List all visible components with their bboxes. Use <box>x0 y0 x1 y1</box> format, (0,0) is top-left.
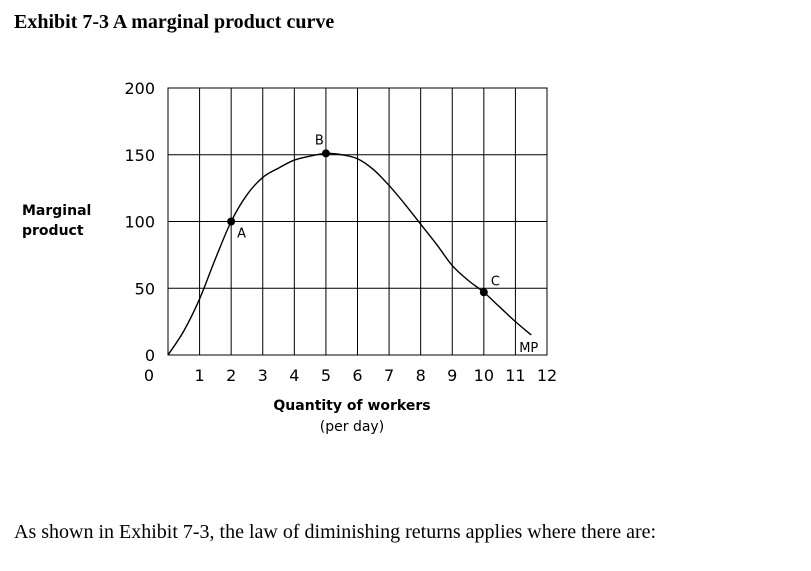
mp-curve <box>167 152 532 356</box>
x-tick-label: 7 <box>384 366 394 385</box>
point-marker-a <box>227 217 236 226</box>
y-tick-label: 150 <box>124 146 155 165</box>
x-tick-label: 3 <box>258 366 268 385</box>
x-axis-title: Quantity of workers <box>273 398 430 414</box>
x-tick-label: 0 <box>144 366 154 385</box>
point-marker-c <box>479 288 488 297</box>
x-tick-label: 9 <box>447 366 457 385</box>
x-tick-label: 8 <box>416 366 426 385</box>
question-text: As shown in Exhibit 7-3, the law of dimi… <box>14 521 657 543</box>
y-tick-label: 50 <box>135 279 155 298</box>
point-label-b: B <box>315 133 324 148</box>
y-tick-label: 100 <box>124 213 155 232</box>
y-axis-title-line1: Marginal <box>22 203 91 219</box>
x-tick-label: 4 <box>289 366 299 385</box>
series-label-mp: MP <box>519 341 538 356</box>
x-tick-label: 10 <box>474 366 494 385</box>
x-tick-label: 11 <box>505 366 525 385</box>
x-tick-labels: 0 1 2 3 4 5 6 7 8 9 10 11 12 <box>144 366 557 385</box>
x-tick-label: 6 <box>352 366 362 385</box>
point-markers: A B C <box>227 133 500 297</box>
exhibit-title: Exhibit 7-3 A marginal product curve <box>14 11 335 33</box>
y-axis-title-line2: product <box>22 223 84 239</box>
x-tick-label: 1 <box>194 366 204 385</box>
point-label-c: C <box>491 274 500 289</box>
grid-lines <box>168 88 547 355</box>
point-marker-b <box>321 149 330 158</box>
y-tick-label: 200 <box>124 79 155 98</box>
point-label-a: A <box>237 227 246 242</box>
x-tick-label: 12 <box>537 366 557 385</box>
x-tick-label: 5 <box>321 366 331 385</box>
y-tick-label: 0 <box>145 346 155 365</box>
y-tick-labels: 0 50 100 150 200 <box>124 79 155 365</box>
x-axis-subtitle: (per day) <box>320 419 384 435</box>
x-tick-label: 2 <box>226 366 236 385</box>
